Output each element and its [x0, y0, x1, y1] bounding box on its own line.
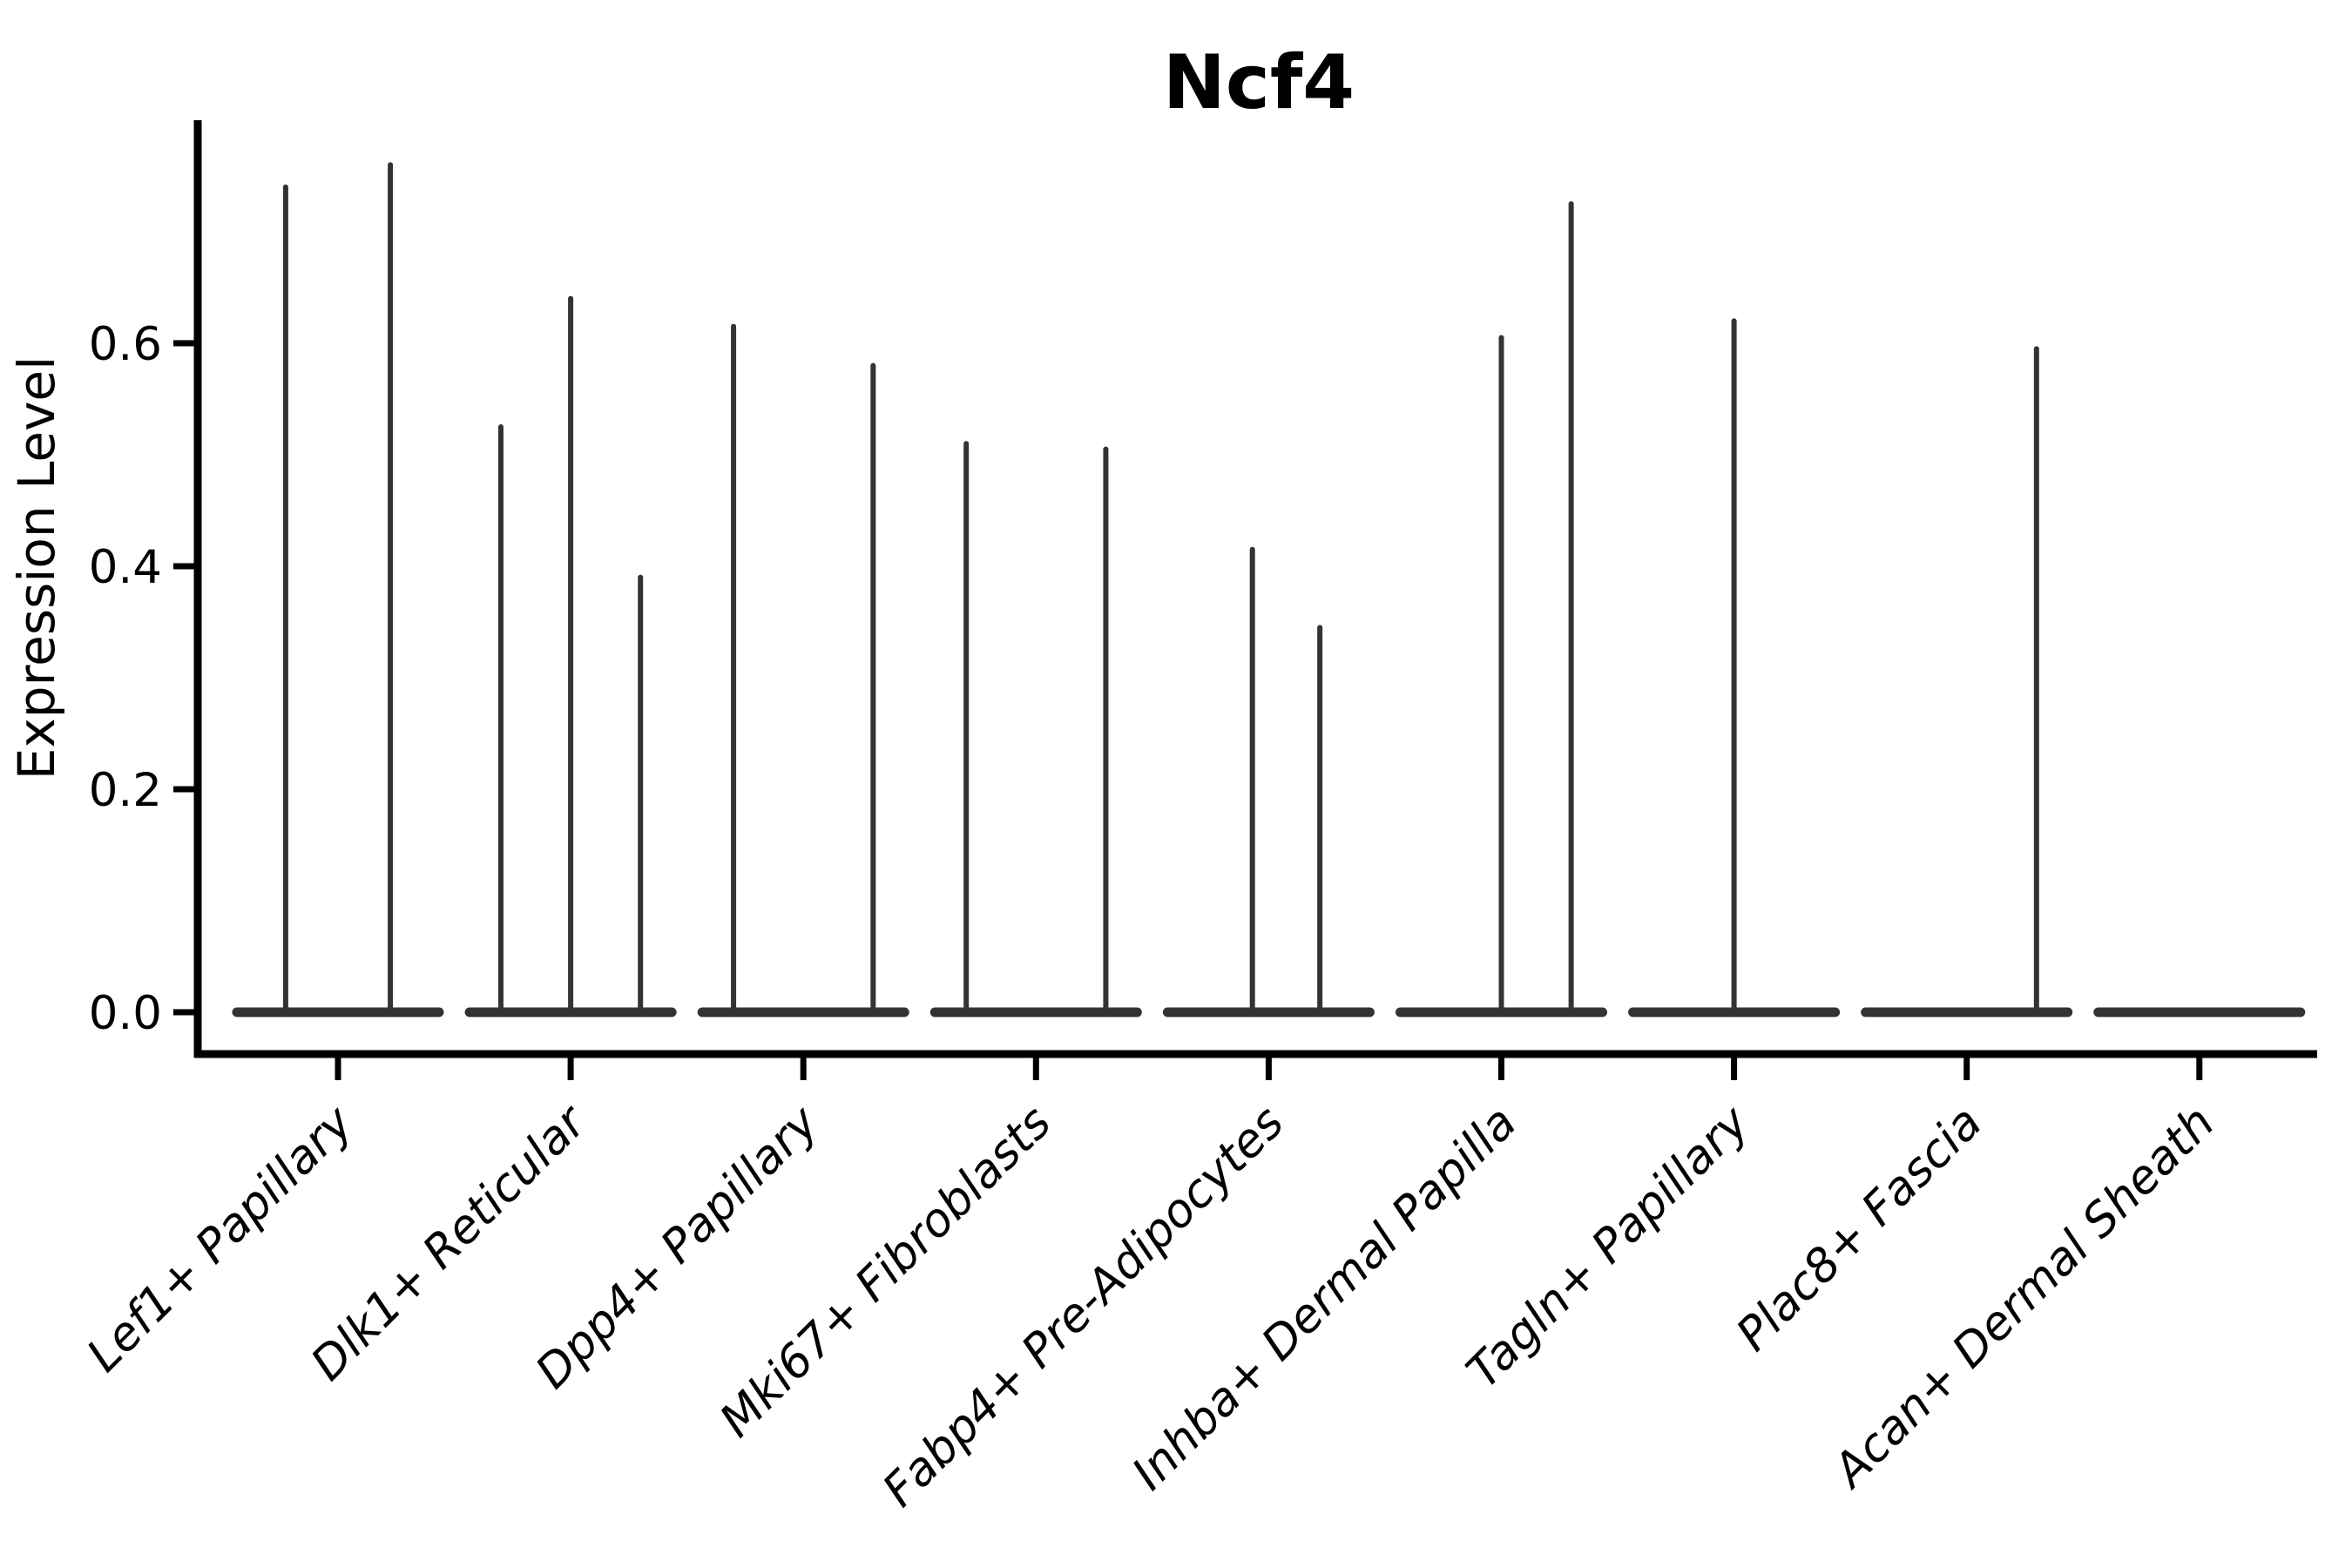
y-axis-label: Expression Level [7, 356, 66, 780]
violin-base [1861, 1007, 2073, 1017]
x-tick-label: Acan+ Dermal Sheath [1821, 1096, 2225, 1499]
y-tick-label: 0.2 [89, 764, 162, 817]
violin-base [2093, 1007, 2306, 1017]
y-ticks-group: 0.0 0.2 0.4 0.6 [89, 318, 198, 1040]
y-tick-label: 0.4 [89, 541, 162, 594]
y-tick-label: 0.0 [89, 987, 162, 1040]
x-tick-label: Inhba+ Dermal Papilla [1122, 1096, 1526, 1500]
violin-base [232, 1007, 444, 1017]
violin-base [1162, 1007, 1375, 1017]
x-tick-label: Plac8+ Fascia [1727, 1096, 1992, 1362]
violin-base [929, 1007, 1142, 1017]
violin-base [697, 1007, 909, 1017]
y-tick-label: 0.6 [89, 318, 162, 371]
violins-layer [232, 162, 2306, 1017]
chart-title: Ncf4 [1163, 39, 1355, 126]
x-tick-label: Fabp4+ Pre-Adipocytes [873, 1096, 1294, 1517]
